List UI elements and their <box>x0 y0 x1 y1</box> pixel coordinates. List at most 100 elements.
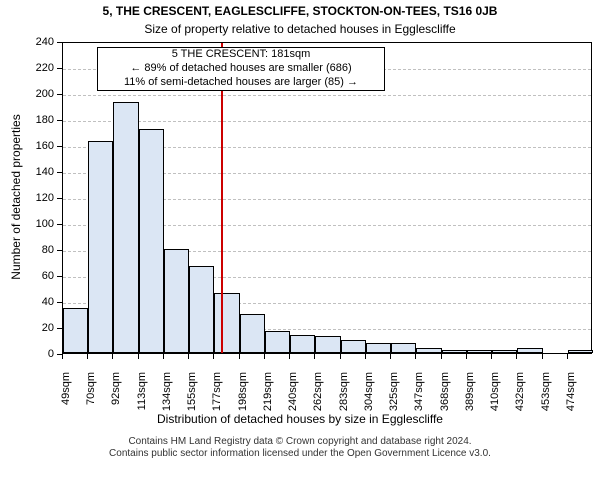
ytick-mark <box>57 224 62 225</box>
annotation-line-1: 5 THE CRESCENT: 181sqm <box>98 48 384 62</box>
xtick-mark <box>213 354 214 359</box>
ytick-mark <box>57 302 62 303</box>
xtick-label: 410sqm <box>489 372 501 422</box>
xtick-label: 70sqm <box>85 372 97 422</box>
xtick-label: 283sqm <box>338 372 350 422</box>
xtick-mark <box>163 354 164 359</box>
histogram-bar <box>139 129 164 353</box>
ytick-label: 220 <box>24 62 54 74</box>
histogram-bar <box>88 141 113 353</box>
histogram-bar <box>290 335 315 353</box>
ytick-mark <box>57 146 62 147</box>
histogram-bar <box>63 308 88 354</box>
ytick-label: 200 <box>24 88 54 100</box>
xtick-label: 113sqm <box>136 372 148 422</box>
histogram-bar <box>113 102 138 353</box>
xtick-mark <box>138 354 139 359</box>
xtick-label: 432sqm <box>514 372 526 422</box>
ytick-label: 0 <box>24 348 54 360</box>
xtick-label: 177sqm <box>211 372 223 422</box>
footer-line-1: Contains HM Land Registry data © Crown c… <box>0 436 600 448</box>
y-axis-label: Number of detached properties <box>9 87 23 307</box>
annotation-line-3: 11% of semi-detached houses are larger (… <box>98 76 384 90</box>
xtick-mark <box>314 354 315 359</box>
xtick-label: 474sqm <box>565 372 577 422</box>
histogram-bar <box>442 350 467 353</box>
ytick-mark <box>57 276 62 277</box>
xtick-label: 368sqm <box>439 372 451 422</box>
xtick-mark <box>466 354 467 359</box>
xtick-label: 219sqm <box>262 372 274 422</box>
gridline-h <box>63 95 591 96</box>
histogram-bar <box>240 314 265 353</box>
xtick-mark <box>516 354 517 359</box>
histogram-bar <box>467 350 492 353</box>
ytick-mark <box>57 198 62 199</box>
ytick-mark <box>57 68 62 69</box>
ytick-label: 180 <box>24 114 54 126</box>
chart-container: { "title_line1": "5, THE CRESCENT, EAGLE… <box>0 0 600 500</box>
ytick-label: 80 <box>24 244 54 256</box>
xtick-label: 325sqm <box>388 372 400 422</box>
xtick-mark <box>87 354 88 359</box>
chart-title-address: 5, THE CRESCENT, EAGLESCLIFFE, STOCKTON-… <box>0 4 600 18</box>
plot-area: 5 THE CRESCENT: 181sqm ← 89% of detached… <box>62 42 592 354</box>
histogram-bar <box>164 249 189 353</box>
histogram-bar <box>492 350 517 353</box>
ytick-label: 140 <box>24 166 54 178</box>
footer-attribution: Contains HM Land Registry data © Crown c… <box>0 436 600 460</box>
xtick-mark <box>264 354 265 359</box>
histogram-bar <box>391 343 416 353</box>
xtick-label: 134sqm <box>161 372 173 422</box>
xtick-label: 453sqm <box>540 372 552 422</box>
ytick-label: 20 <box>24 322 54 334</box>
xtick-label: 155sqm <box>186 372 198 422</box>
ytick-mark <box>57 250 62 251</box>
xtick-mark <box>365 354 366 359</box>
ytick-label: 240 <box>24 36 54 48</box>
xtick-label: 92sqm <box>110 372 122 422</box>
ytick-label: 160 <box>24 140 54 152</box>
xtick-label: 389sqm <box>464 372 476 422</box>
xtick-label: 347sqm <box>413 372 425 422</box>
xtick-mark <box>340 354 341 359</box>
xtick-label: 198sqm <box>237 372 249 422</box>
histogram-bar <box>416 348 441 353</box>
xtick-mark <box>441 354 442 359</box>
histogram-bar <box>189 266 214 353</box>
xtick-mark <box>567 354 568 359</box>
xtick-mark <box>542 354 543 359</box>
ytick-label: 60 <box>24 270 54 282</box>
ytick-mark <box>57 120 62 121</box>
gridline-h <box>63 121 591 122</box>
histogram-bar <box>568 350 593 353</box>
xtick-mark <box>491 354 492 359</box>
annotation-box: 5 THE CRESCENT: 181sqm ← 89% of detached… <box>97 47 385 91</box>
xtick-label: 240sqm <box>287 372 299 422</box>
annotation-line-2: ← 89% of detached houses are smaller (68… <box>98 62 384 76</box>
chart-title-subtitle: Size of property relative to detached ho… <box>0 22 600 36</box>
xtick-label: 304sqm <box>363 372 375 422</box>
xtick-mark <box>62 354 63 359</box>
ytick-label: 40 <box>24 296 54 308</box>
histogram-bar <box>517 348 542 353</box>
histogram-bar <box>265 331 290 353</box>
xtick-mark <box>289 354 290 359</box>
ytick-mark <box>57 94 62 95</box>
footer-line-2: Contains public sector information licen… <box>0 448 600 460</box>
xtick-mark <box>188 354 189 359</box>
ytick-mark <box>57 328 62 329</box>
ytick-mark <box>57 172 62 173</box>
ytick-label: 120 <box>24 192 54 204</box>
ytick-mark <box>57 42 62 43</box>
histogram-bar <box>315 336 340 353</box>
xtick-label: 262sqm <box>312 372 324 422</box>
histogram-bar <box>366 343 391 353</box>
histogram-bar <box>214 293 239 353</box>
xtick-mark <box>239 354 240 359</box>
xtick-mark <box>390 354 391 359</box>
xtick-mark <box>112 354 113 359</box>
ytick-label: 100 <box>24 218 54 230</box>
histogram-bar <box>341 340 366 353</box>
xtick-mark <box>415 354 416 359</box>
